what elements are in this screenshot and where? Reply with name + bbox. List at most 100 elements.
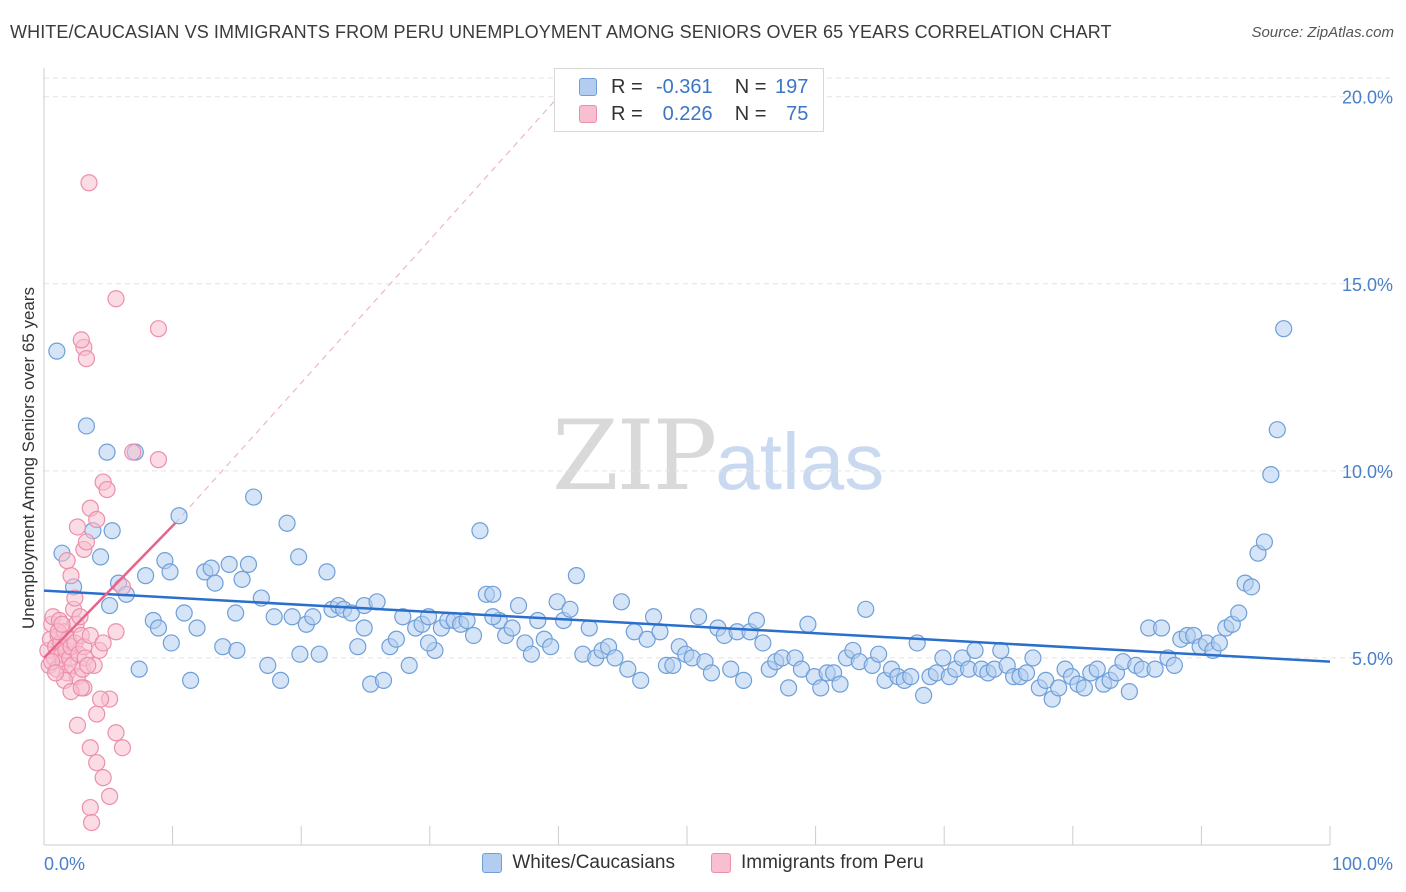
- point-whites: [722, 660, 740, 678]
- legend-row-whites: R = -0.361 N = 197: [579, 74, 808, 100]
- point-peru: [94, 634, 112, 652]
- point-whites: [419, 634, 438, 652]
- point-whites: [400, 656, 418, 675]
- point-whites: [233, 570, 251, 588]
- trend-line-whites: [43, 589, 1331, 663]
- y-tick-label: 5.0%: [1352, 649, 1393, 669]
- point-whites: [561, 600, 579, 618]
- data-points: [39, 174, 1293, 832]
- point-whites: [387, 630, 405, 648]
- point-whites: [1268, 421, 1286, 439]
- point-whites: [1152, 619, 1171, 637]
- point-peru: [80, 174, 98, 192]
- point-whites: [747, 611, 766, 630]
- point-whites: [206, 574, 224, 592]
- point-peru: [62, 567, 80, 585]
- y-tick-label: 15.0%: [1342, 275, 1393, 295]
- legend-item-peru[interactable]: Immigrants from Peru: [710, 852, 924, 874]
- point-whites: [100, 596, 119, 615]
- trend-extension-lines: [174, 96, 559, 524]
- point-peru: [82, 813, 101, 832]
- watermark-atlas: atlas: [715, 417, 885, 506]
- point-whites: [182, 671, 200, 689]
- x-tick-label: 100.0%: [1332, 854, 1393, 874]
- legend-swatch-blue: [579, 78, 597, 96]
- point-whites: [542, 638, 560, 656]
- point-whites: [503, 619, 521, 637]
- point-peru: [94, 769, 112, 787]
- point-whites: [272, 671, 290, 689]
- point-whites: [632, 671, 650, 689]
- point-whites: [612, 593, 631, 611]
- point-whites: [934, 649, 952, 667]
- point-peru: [71, 608, 89, 626]
- point-peru: [58, 552, 76, 570]
- point-peru: [107, 623, 125, 641]
- y-tick-label: 20.0%: [1342, 88, 1393, 108]
- point-peru: [100, 787, 119, 805]
- trend-lines: [43, 522, 1331, 663]
- point-whites: [228, 641, 246, 660]
- trend-extension-peru: [174, 96, 559, 524]
- point-whites: [606, 649, 624, 667]
- point-peru: [113, 739, 132, 757]
- point-whites: [831, 675, 849, 693]
- point-whites: [734, 671, 753, 689]
- point-whites: [188, 619, 206, 637]
- point-peru: [98, 480, 116, 499]
- point-peru: [53, 615, 71, 633]
- point-whites: [1075, 679, 1093, 697]
- legend-swatch-pink: [579, 105, 597, 123]
- point-whites: [1255, 533, 1274, 551]
- point-whites: [355, 619, 373, 637]
- point-whites: [149, 619, 168, 637]
- point-whites: [1050, 679, 1068, 697]
- source-label: Source: ZipAtlas.com: [1251, 24, 1394, 41]
- point-whites: [214, 638, 232, 656]
- point-whites: [779, 679, 798, 697]
- x-tick-label: 0.0%: [44, 854, 85, 874]
- point-whites: [1262, 465, 1280, 484]
- y-axis-label: Unemployment Among Seniors over 65 years: [19, 287, 38, 629]
- point-whites: [290, 548, 308, 566]
- legend-label-whites: Whites/Caucasians: [512, 852, 675, 873]
- point-peru: [149, 451, 168, 469]
- point-whites: [1165, 656, 1183, 675]
- legend-label-peru: Immigrants from Peru: [740, 852, 924, 873]
- legend-r-value: 0.226: [662, 102, 713, 125]
- legend-row-peru: R = 0.226 N = 75: [579, 101, 808, 127]
- point-whites: [902, 668, 920, 686]
- series-legend: Whites/Caucasians Immigrants from Peru: [0, 852, 1406, 874]
- point-whites: [1230, 604, 1248, 622]
- correlation-legend: R = -0.361 N = 197 R = 0.226 N = 75: [554, 68, 824, 132]
- legend-swatch-blue: [482, 853, 503, 873]
- watermark-zip: ZIP: [552, 400, 717, 512]
- watermark: ZIPatlas: [552, 400, 884, 512]
- point-whites: [130, 660, 148, 678]
- legend-r-label: R =: [611, 75, 643, 98]
- point-whites: [304, 608, 322, 626]
- point-peru: [79, 656, 97, 675]
- point-whites: [259, 656, 277, 675]
- point-whites: [509, 596, 528, 615]
- point-whites: [291, 645, 309, 663]
- legend-item-whites[interactable]: Whites/Caucasians: [482, 852, 675, 874]
- point-peru: [107, 290, 125, 308]
- point-whites: [638, 630, 656, 648]
- point-whites: [227, 604, 245, 622]
- point-whites: [98, 443, 116, 461]
- point-whites: [77, 417, 96, 435]
- point-whites: [202, 559, 220, 577]
- trend-line-peru: [43, 522, 177, 659]
- point-whites: [529, 611, 547, 630]
- point-whites: [283, 608, 301, 626]
- point-peru: [113, 578, 132, 596]
- point-whites: [170, 507, 188, 525]
- point-whites: [689, 608, 708, 626]
- point-whites: [245, 488, 263, 506]
- legend-n-value: 197: [775, 75, 809, 98]
- legend-r-value: -0.361: [655, 75, 713, 98]
- point-whites: [567, 567, 586, 585]
- point-peru: [68, 716, 87, 734]
